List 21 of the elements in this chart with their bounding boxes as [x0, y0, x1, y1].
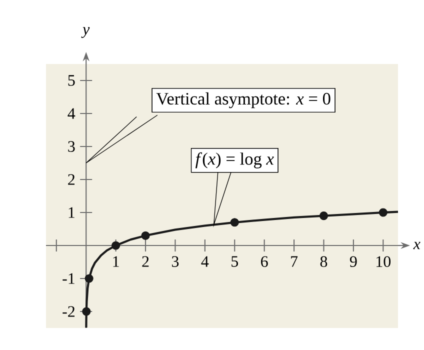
- annotation: Vertical asymptote: x = 0: [156, 92, 330, 108]
- y-tick-label: 3: [68, 141, 75, 152]
- y-tick-label: -2: [62, 306, 74, 317]
- x-tick-label: 7: [291, 256, 298, 267]
- x-axis-title: x: [413, 242, 420, 250]
- x-tick-label: 6: [261, 256, 268, 267]
- x-tick-label: 3: [172, 256, 179, 267]
- y-tick-label: 1: [68, 207, 74, 218]
- x-tick-label: 9: [350, 256, 357, 267]
- y-tick-label: 5: [68, 75, 75, 86]
- x-tick-label: 10: [376, 256, 391, 267]
- annotation: f(x) = log x: [195, 152, 274, 168]
- y-tick-label: 4: [68, 108, 76, 119]
- y-tick-label: -1: [62, 273, 74, 284]
- x-tick-label: 2: [142, 256, 149, 267]
- y-tick-label: 2: [68, 174, 74, 185]
- x-tick-label: 4: [201, 256, 209, 267]
- x-tick-label: 5: [232, 256, 238, 267]
- x-tick-label: 1: [113, 256, 119, 267]
- x-tick-label: 8: [320, 256, 328, 267]
- y-axis-title: y: [81, 27, 90, 38]
